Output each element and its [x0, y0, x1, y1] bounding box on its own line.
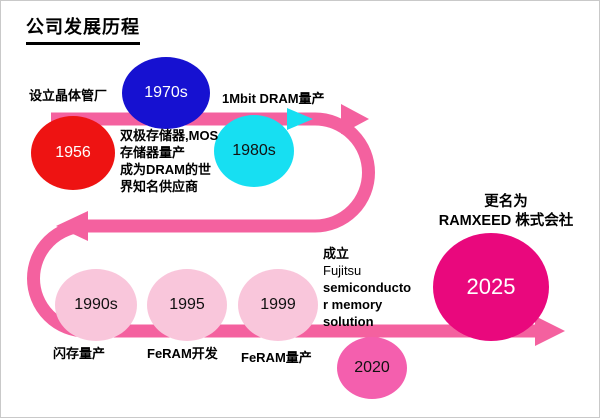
label-rename-line1: 更名为: [484, 194, 528, 210]
node-1970s-label: 1970s: [144, 84, 188, 101]
label-transistor-factory: 设立晶体管厂: [29, 88, 108, 103]
node-1980s: 1980s: [214, 115, 294, 187]
timeline-path: [27, 112, 546, 338]
label-bipolar-line3: 成为DRAM的世: [120, 162, 211, 177]
node-1990s-label: 1990s: [74, 296, 118, 313]
arrow-right-bottom-icon: [535, 316, 565, 346]
node-2020-label: 2020: [354, 359, 390, 376]
node-1995-label: 1995: [169, 296, 205, 313]
label-bipolar-memory: 双极存储器,MOS 存储器量产 成为DRAM的世 界知名供应商: [120, 127, 218, 195]
label-feram-production: FeRAM量产: [241, 350, 312, 365]
label-fujitsu-line1: 成立: [323, 246, 350, 261]
node-1999: 1999: [238, 269, 318, 341]
label-fujitsu-line2: Fujitsu: [323, 263, 362, 278]
label-feram-development: FeRAM开发: [147, 346, 218, 361]
label-rename-line2: RAMXEED 株式会社: [438, 213, 574, 229]
label-fujitsu-line5: solution: [323, 314, 374, 329]
label-bipolar-line4: 界知名供应商: [120, 179, 199, 194]
node-1995: 1995: [147, 269, 227, 341]
node-2025: 2025: [433, 233, 549, 341]
node-1980s-label: 1980s: [232, 142, 276, 159]
label-fujitsu-line4: r memory: [323, 297, 383, 312]
label-rename-ramxeed: 更名为 RAMXEED 株式会社: [421, 193, 591, 231]
page-title: 公司发展历程: [26, 13, 140, 45]
label-fujitsu-line3: semiconducto: [323, 280, 412, 295]
node-2025-label: 2025: [466, 274, 516, 299]
node-1999-label: 1999: [260, 296, 296, 313]
label-bipolar-line2: 存储器量产: [120, 145, 186, 160]
label-1mbit-dram: 1Mbit DRAM量产: [222, 91, 325, 106]
cyan-arrow-icon: [287, 108, 313, 130]
label-fujitsu-founding: 成立 Fujitsu semiconducto r memory solutio…: [323, 245, 411, 330]
arrow-right-top-icon: [341, 104, 369, 134]
node-1956-label: 1956: [55, 144, 91, 161]
node-1970s: 1970s: [122, 57, 210, 129]
node-1956: 1956: [31, 116, 115, 190]
node-2020: 2020: [337, 337, 407, 399]
label-flash-production: 闪存量产: [53, 346, 106, 361]
arrow-left-middle-icon: [56, 211, 88, 241]
label-bipolar-line1: 双极存储器,MOS: [120, 128, 219, 143]
node-1990s: 1990s: [55, 269, 137, 341]
